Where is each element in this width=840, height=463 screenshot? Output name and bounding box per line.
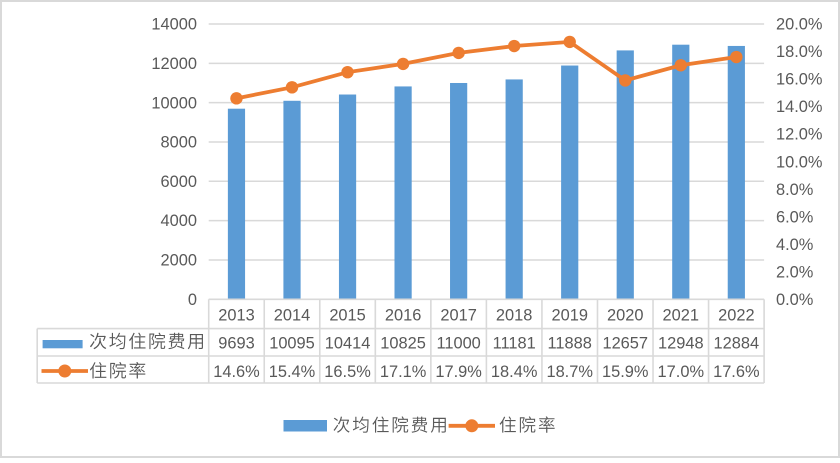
svg-text:10825: 10825	[380, 335, 426, 353]
svg-text:18.4%: 18.4%	[491, 363, 537, 381]
svg-text:10.0%: 10.0%	[776, 153, 822, 171]
svg-text:17.6%: 17.6%	[713, 363, 759, 381]
svg-text:11888: 11888	[548, 335, 592, 353]
svg-text:10095: 10095	[269, 335, 315, 353]
svg-text:14.6%: 14.6%	[213, 363, 259, 381]
svg-text:14000: 14000	[151, 16, 197, 34]
svg-text:12884: 12884	[714, 335, 760, 353]
svg-text:15.9%: 15.9%	[602, 363, 648, 381]
svg-text:11181: 11181	[493, 335, 536, 353]
svg-text:2000: 2000	[161, 252, 197, 270]
svg-text:12000: 12000	[151, 55, 197, 73]
svg-text:10414: 10414	[325, 335, 371, 353]
svg-text:16.0%: 16.0%	[776, 71, 822, 89]
svg-text:8000: 8000	[161, 134, 197, 152]
svg-text:2017: 2017	[440, 306, 476, 324]
svg-text:0: 0	[188, 291, 197, 309]
svg-text:6000: 6000	[161, 173, 197, 191]
svg-text:17.1%: 17.1%	[380, 363, 426, 381]
svg-text:2020: 2020	[607, 306, 643, 324]
svg-text:2.0%: 2.0%	[776, 263, 813, 281]
svg-text:17.0%: 17.0%	[658, 363, 704, 381]
svg-text:2019: 2019	[551, 306, 587, 324]
svg-text:2022: 2022	[718, 306, 754, 324]
svg-text:12657: 12657	[602, 335, 648, 353]
svg-text:10000: 10000	[151, 94, 197, 112]
svg-text:2015: 2015	[329, 306, 365, 324]
svg-text:12948: 12948	[658, 335, 704, 353]
svg-text:11000: 11000	[436, 335, 480, 353]
svg-text:6.0%: 6.0%	[776, 208, 813, 226]
svg-text:12.0%: 12.0%	[776, 126, 822, 144]
svg-text:9693: 9693	[218, 335, 254, 353]
svg-text:2013: 2013	[218, 306, 254, 324]
svg-text:18.7%: 18.7%	[546, 363, 592, 381]
svg-text:8.0%: 8.0%	[776, 181, 813, 199]
svg-text:20.0%: 20.0%	[776, 16, 822, 34]
svg-text:18.0%: 18.0%	[776, 43, 822, 61]
svg-text:2018: 2018	[496, 306, 532, 324]
svg-text:2016: 2016	[385, 306, 421, 324]
svg-text:4000: 4000	[161, 212, 197, 230]
svg-text:15.4%: 15.4%	[269, 363, 315, 381]
svg-text:4.0%: 4.0%	[776, 236, 813, 254]
svg-text:0.0%: 0.0%	[776, 291, 813, 309]
svg-text:17.9%: 17.9%	[435, 363, 481, 381]
svg-text:2014: 2014	[274, 306, 310, 324]
svg-text:2021: 2021	[663, 306, 699, 324]
svg-text:14.0%: 14.0%	[776, 98, 822, 116]
svg-text:16.5%: 16.5%	[324, 363, 370, 381]
